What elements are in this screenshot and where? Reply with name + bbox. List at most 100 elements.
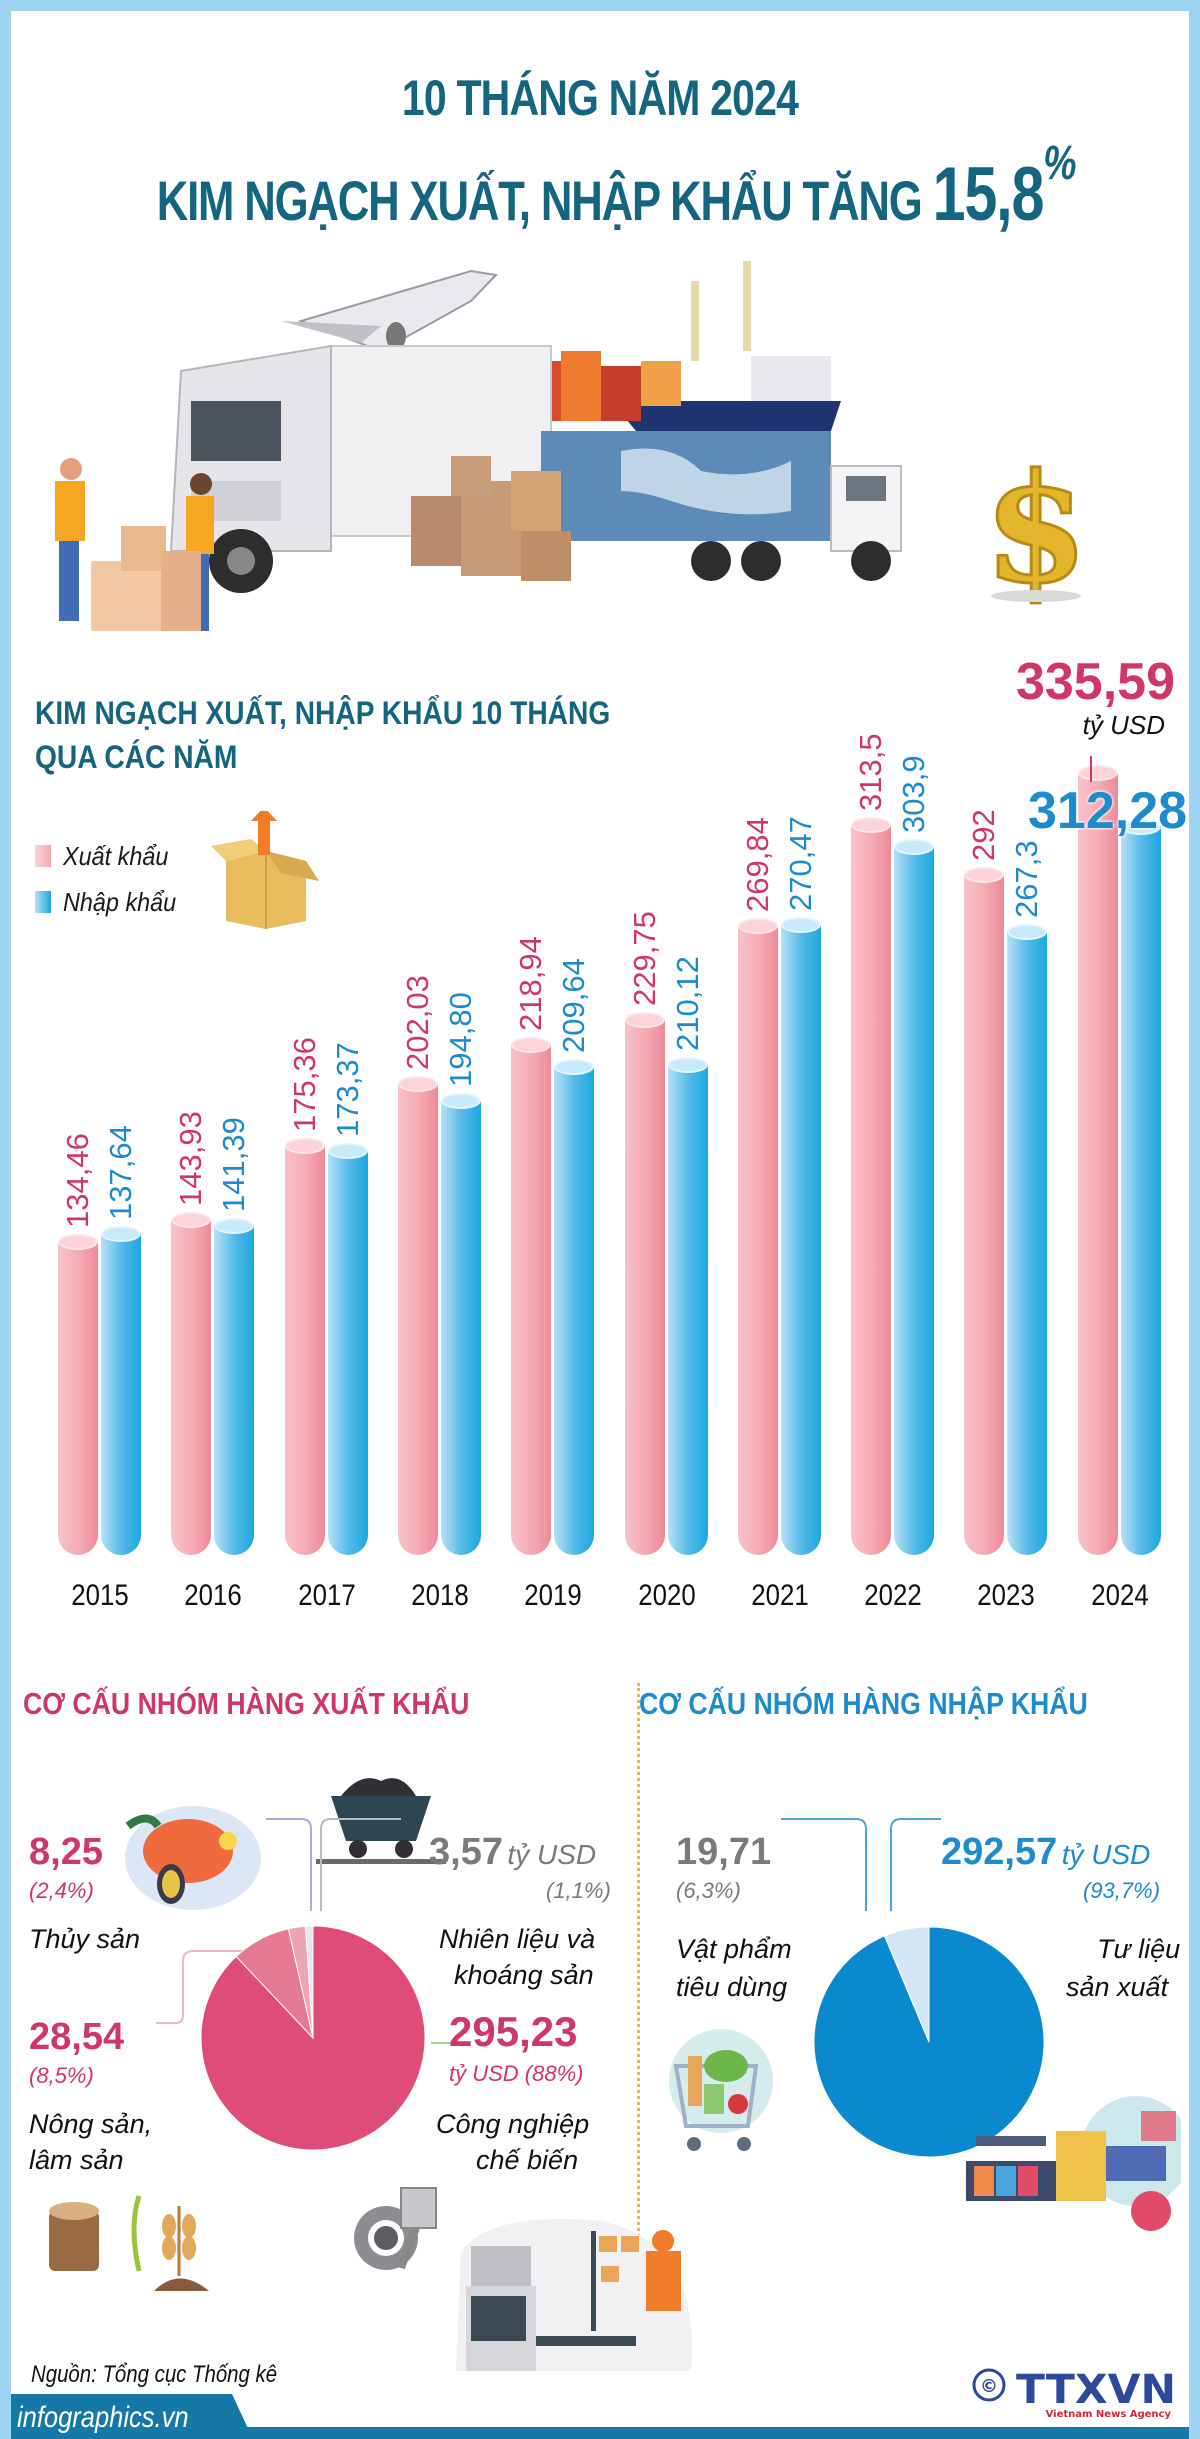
import-pie-chart	[813, 1926, 1045, 2158]
import-production-label-1: Tư liệu	[1097, 1934, 1181, 1964]
svg-text:$: $	[984, 441, 1088, 617]
highlight-unit: tỷ USD	[1082, 710, 1165, 740]
factory-worker-icon	[456, 2219, 692, 2371]
export-seafood-percent: (2,4%)	[29, 1878, 94, 1903]
year-label-2020: 2020	[637, 1579, 696, 1612]
import-value-label-2018: 194,80	[442, 992, 478, 1088]
export-seafood-label: Thủy sản	[29, 1924, 141, 1954]
export-industry-unit-percent: tỷ USD (88%)	[449, 2061, 584, 2086]
year-label-2017: 2017	[297, 1579, 356, 1612]
bar-cap	[214, 1217, 255, 1234]
year-label-2021: 2021	[751, 1579, 809, 1612]
export-value-label-2020: 229,75	[626, 910, 662, 1006]
bar-chart: 134,46 137,64 2015 143,93 141,39 2016 175,36 17…	[11, 11, 1189, 1671]
legend-label-export: Xuất khẩu	[63, 840, 169, 871]
chart-legend: Xuất khẩu Nhập khẩu	[35, 833, 189, 925]
source-note: Nguồn: Tổng cục Thống kê	[31, 2361, 278, 2388]
container-truck-icon	[541, 431, 902, 581]
bar-cap	[284, 1138, 325, 1155]
year-label-2019: 2019	[524, 1579, 582, 1612]
highlight-export-value: 335,59	[1015, 653, 1175, 711]
import-value-label-2016: 141,39	[216, 1116, 252, 1212]
export-bar-2023	[964, 866, 1005, 1555]
export-value-label-2021: 269,84	[739, 817, 775, 913]
seafood-icon	[125, 1806, 261, 1910]
gear-piston-icon	[354, 2187, 437, 2270]
export-bar-2018	[397, 1076, 438, 1555]
growth-value: 15,8	[932, 152, 1045, 237]
bar-cap	[440, 1093, 481, 1110]
import-consumer-value: 19,71	[676, 1831, 772, 1873]
worker-icon	[55, 458, 214, 631]
agriculture-icon	[49, 2195, 209, 2291]
import-bar-2018	[440, 1093, 481, 1555]
export-fuel-value-row: 3,57 tỷ USD	[429, 1831, 596, 1873]
import-consumer-label-2: tiêu dùng	[676, 1972, 788, 2002]
import-production-unit: tỷ USD	[1061, 1839, 1151, 1870]
import-production-value-row: 292,57 tỷ USD	[941, 1831, 1150, 1873]
import-production-label-2: sản xuất	[1066, 1972, 1169, 2002]
title-line-1: 10 THÁNG NĂM 2024	[401, 70, 799, 126]
legend-swatch-import	[35, 891, 51, 913]
highlight-leader-line	[1090, 756, 1092, 782]
infographic-frame: 10 THÁNG NĂM 2024 KIM NGẠCH XUẤT, NHẬP K…	[11, 11, 1189, 2439]
legend-item-import: Nhập khẩu	[35, 879, 189, 925]
section-divider	[637, 1683, 640, 2243]
footer-bar	[11, 2427, 1189, 2439]
copyright-symbol: ©	[980, 2376, 998, 2397]
pie-slice	[813, 1926, 1045, 2158]
export-value-label-2018: 202,03	[399, 975, 435, 1071]
pie-slice	[883, 1926, 930, 2043]
year-label-2015: 2015	[71, 1579, 129, 1612]
import-value-label-2023: 267,3	[1009, 840, 1045, 919]
export-bar-2016	[171, 1211, 212, 1555]
export-seafood-value: 8,25	[29, 1831, 103, 1873]
export-fuel-label-1: Nhiên liệu và	[439, 1924, 596, 1954]
bar-cap	[1077, 765, 1118, 782]
export-leader-lines	[156, 1818, 471, 2044]
bar-cap	[397, 1076, 438, 1093]
bar-cap	[554, 1058, 595, 1075]
logistics-scene-icon: $	[55, 261, 1090, 631]
import-structure-heading: CƠ CẤU NHÓM HÀNG NHẬP KHẨU	[639, 1686, 1088, 1721]
bar-cap	[964, 866, 1005, 883]
export-agri-percent: (8,5%)	[29, 2063, 94, 2088]
export-agri-label-2: lâm sản	[29, 2145, 124, 2175]
import-bar-2022	[894, 838, 935, 1555]
legend-item-export: Xuất khẩu	[35, 833, 189, 879]
bar-cap	[171, 1211, 212, 1228]
import-leader-lines	[781, 1818, 941, 1911]
ttxvn-logo: © TTXVN Vietnam News Agency	[972, 2367, 1176, 2420]
export-bar-2015	[58, 1233, 98, 1555]
import-value-label-2020: 210,12	[669, 956, 705, 1052]
import-production-percent: (93,7%)	[1083, 1878, 1161, 1903]
year-label-2023: 2023	[977, 1579, 1036, 1612]
shopping-cart-icon	[669, 2029, 773, 2151]
bar-cap	[101, 1226, 141, 1243]
bar-cap	[851, 816, 892, 833]
import-value-label-2017: 173,37	[329, 1042, 365, 1138]
import-bar-2020	[667, 1057, 708, 1555]
footer-tab	[11, 2394, 258, 2439]
production-materials-icon	[966, 2096, 1181, 2231]
site-link[interactable]: infographics.vn	[17, 2401, 189, 2434]
year-label-2024: 2024	[1090, 1579, 1149, 1612]
export-value-label-2023: 292	[966, 808, 1002, 861]
chart-heading-line-2: QUA CÁC NĂM	[35, 739, 238, 775]
export-industry-value: 295,23	[449, 2008, 578, 2055]
bar-cap	[511, 1036, 552, 1053]
export-agri-label-1: Nông sản,	[29, 2109, 153, 2139]
import-production-value: 292,57	[941, 1831, 1058, 1873]
chart-heading-line-1: KIM NGẠCH XUẤT, NHẬP KHẨU 10 THÁNG	[35, 695, 611, 731]
bar-cap	[667, 1057, 708, 1074]
chart-heading: KIM NGẠCH XUẤT, NHẬP KHẨU 10 THÁNG QUA C…	[35, 691, 610, 779]
highlight-export-2024: 335,59 tỷ USD	[1016, 654, 1175, 740]
export-bar-2017	[284, 1138, 325, 1555]
export-industry-label-1: Công nghiệp	[436, 2109, 590, 2139]
title-prefix: KIM NGẠCH XUẤT, NHẬP KHẨU TĂNG	[156, 169, 933, 232]
export-agri-value: 28,54	[29, 2016, 125, 2058]
export-bar-2021	[737, 918, 778, 1555]
import-bar-2019	[554, 1058, 595, 1555]
open-box-icon	[211, 811, 319, 929]
bar-cap	[1120, 819, 1161, 836]
